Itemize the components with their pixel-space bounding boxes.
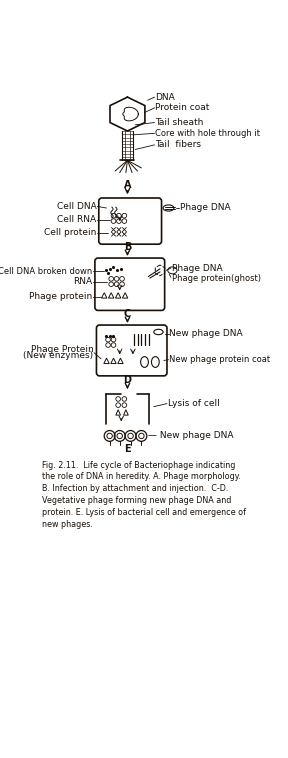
Text: Core with hole through it: Core with hole through it <box>155 129 260 138</box>
Text: New phage protein coat: New phage protein coat <box>169 356 270 364</box>
Text: Cell DNA: Cell DNA <box>57 202 96 211</box>
Text: A: A <box>124 180 131 190</box>
Text: Fig. 2.11.  Life cycle of Bacteriophage indicating
the role of DNA in heredity. : Fig. 2.11. Life cycle of Bacteriophage i… <box>42 461 246 528</box>
Text: Tail  fibers: Tail fibers <box>155 140 201 149</box>
Text: DNA: DNA <box>155 92 175 102</box>
Text: Phage DNA: Phage DNA <box>172 264 222 273</box>
Text: C: C <box>124 309 131 319</box>
Text: Cell DNA broken down: Cell DNA broken down <box>0 267 92 276</box>
Text: RNA: RNA <box>73 277 92 287</box>
Text: New phage DNA: New phage DNA <box>169 329 243 338</box>
Text: Phage protein: Phage protein <box>29 292 92 301</box>
Text: Phage DNA: Phage DNA <box>180 203 231 212</box>
Text: Phage protein(ghost): Phage protein(ghost) <box>172 274 261 283</box>
Text: — New phage DNA: — New phage DNA <box>148 431 234 440</box>
Text: Lysis of cell: Lysis of cell <box>168 399 219 408</box>
Text: (New enzymes): (New enzymes) <box>23 352 93 360</box>
Text: B: B <box>124 243 131 252</box>
Text: Cell RNA: Cell RNA <box>57 215 96 224</box>
Text: Cell protein: Cell protein <box>44 228 96 237</box>
Text: Phage Protein: Phage Protein <box>31 345 93 354</box>
Text: Protein coat: Protein coat <box>155 103 210 112</box>
Text: Tail sheath: Tail sheath <box>155 118 204 127</box>
Text: E: E <box>124 444 131 454</box>
Text: D: D <box>124 375 131 386</box>
